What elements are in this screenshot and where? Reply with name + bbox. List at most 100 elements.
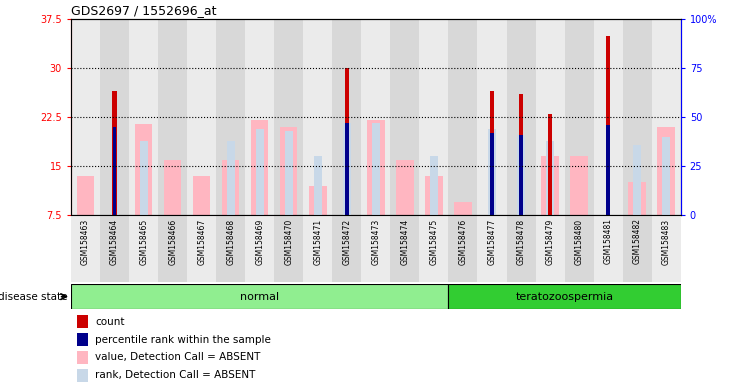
Bar	[187, 19, 216, 215]
Text: normal: normal	[240, 291, 279, 302]
Bar	[77, 351, 88, 364]
Bar	[420, 19, 449, 215]
Bar	[449, 215, 477, 282]
Bar	[285, 131, 293, 215]
Bar	[100, 215, 129, 282]
Bar	[280, 127, 298, 215]
Bar	[477, 215, 506, 282]
Bar	[657, 127, 675, 215]
Text: GSM158467: GSM158467	[197, 218, 206, 265]
Bar	[245, 215, 275, 282]
Bar	[251, 121, 269, 215]
Bar	[77, 315, 88, 328]
Bar	[390, 19, 420, 215]
Bar	[275, 215, 303, 282]
Bar	[546, 141, 554, 215]
Bar	[303, 215, 332, 282]
Bar	[372, 123, 380, 215]
Bar	[390, 215, 420, 282]
Bar	[71, 19, 100, 215]
Text: GSM158483: GSM158483	[662, 218, 671, 265]
Text: value, Detection Call = ABSENT: value, Detection Call = ABSENT	[96, 353, 261, 362]
Bar	[77, 176, 94, 215]
Bar	[506, 215, 536, 282]
Bar	[430, 156, 438, 215]
Bar	[111, 135, 119, 215]
Bar	[519, 135, 523, 215]
Bar	[187, 215, 216, 282]
Bar	[490, 91, 494, 215]
Text: GSM158480: GSM158480	[574, 218, 583, 265]
Bar	[135, 124, 153, 215]
Bar	[490, 133, 494, 215]
Bar	[227, 141, 235, 215]
Bar	[343, 123, 351, 215]
Bar	[565, 19, 594, 215]
Text: GSM158470: GSM158470	[284, 218, 293, 265]
Bar	[129, 19, 158, 215]
Bar	[303, 19, 332, 215]
Bar	[332, 19, 361, 215]
Bar	[518, 94, 524, 215]
Bar	[548, 114, 552, 215]
Bar	[245, 19, 275, 215]
Bar	[129, 215, 158, 282]
Bar	[113, 127, 117, 215]
Bar	[367, 121, 384, 215]
Bar	[361, 19, 390, 215]
Bar	[454, 202, 472, 215]
Bar	[425, 176, 443, 215]
Bar	[164, 160, 181, 215]
Text: GDS2697 / 1552696_at: GDS2697 / 1552696_at	[71, 3, 217, 17]
Bar	[158, 215, 187, 282]
Text: GSM158477: GSM158477	[488, 218, 497, 265]
Bar	[77, 369, 88, 382]
Text: GSM158469: GSM158469	[255, 218, 264, 265]
Bar	[477, 19, 506, 215]
Text: GSM158464: GSM158464	[110, 218, 119, 265]
Bar	[112, 91, 117, 215]
Bar	[622, 215, 652, 282]
Bar	[140, 141, 147, 215]
Bar	[313, 156, 322, 215]
Text: GSM158476: GSM158476	[459, 218, 468, 265]
Bar	[536, 19, 565, 215]
Bar	[158, 19, 187, 215]
Bar	[662, 137, 670, 215]
Bar	[622, 19, 652, 215]
Text: GSM158473: GSM158473	[371, 218, 381, 265]
Bar	[536, 215, 565, 282]
Bar	[449, 284, 681, 309]
Bar	[361, 215, 390, 282]
Bar	[345, 68, 349, 215]
Bar	[652, 19, 681, 215]
Bar	[100, 19, 129, 215]
Bar	[606, 36, 610, 215]
Bar	[542, 156, 559, 215]
Bar	[565, 215, 594, 282]
Bar	[449, 19, 477, 215]
Bar	[216, 19, 245, 215]
Text: GSM158472: GSM158472	[343, 218, 352, 265]
Text: percentile rank within the sample: percentile rank within the sample	[96, 334, 272, 344]
Bar	[345, 123, 349, 215]
Bar	[77, 333, 88, 346]
Text: GSM158468: GSM158468	[226, 218, 235, 265]
Bar	[309, 186, 327, 215]
Bar	[517, 135, 525, 215]
Bar	[71, 284, 449, 309]
Bar	[71, 215, 100, 282]
Text: GSM158471: GSM158471	[313, 218, 322, 265]
Bar	[222, 160, 239, 215]
Text: count: count	[96, 317, 125, 327]
Bar	[488, 129, 496, 215]
Bar	[275, 19, 303, 215]
Text: GSM158465: GSM158465	[139, 218, 148, 265]
Bar	[420, 215, 449, 282]
Text: GSM158466: GSM158466	[168, 218, 177, 265]
Bar	[571, 156, 588, 215]
Text: GSM158481: GSM158481	[604, 218, 613, 265]
Text: GSM158478: GSM158478	[517, 218, 526, 265]
Bar	[607, 125, 610, 215]
Bar	[396, 160, 414, 215]
